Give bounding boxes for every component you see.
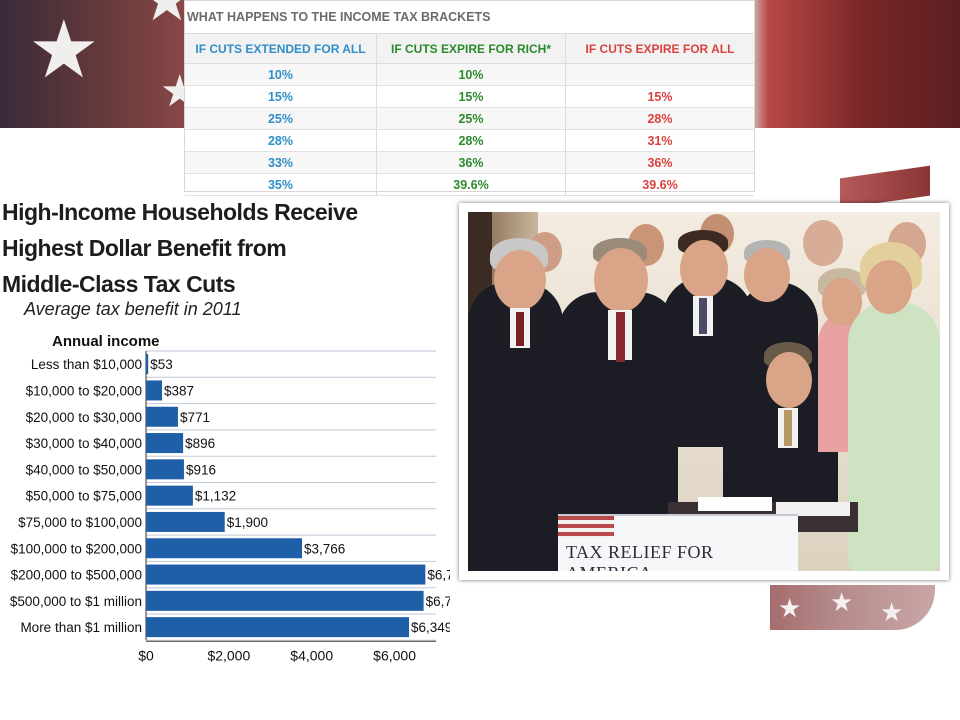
table-cell: 15% xyxy=(647,89,673,104)
x-tick-label: $0 xyxy=(138,647,154,663)
table-row: 15% 15% 15% xyxy=(185,86,754,108)
tax-table-header: IF CUTS EXTENDED FOR ALL IF CUTS EXPIRE … xyxy=(185,33,754,64)
data-label: $6,349 xyxy=(411,620,450,635)
table-cell: 33% xyxy=(267,155,294,170)
bar xyxy=(146,511,225,532)
table-row: 28% 28% 31% xyxy=(185,130,754,152)
column-header-extended-all: IF CUTS EXTENDED FOR ALL xyxy=(195,41,366,56)
table-cell: 10% xyxy=(267,67,294,82)
column-header-expire-rich: IF CUTS EXPIRE FOR RICH* xyxy=(376,34,566,63)
data-label: $6,701 xyxy=(426,594,450,609)
chart-subtitle: Average tax benefit in 2011 xyxy=(24,299,242,319)
category-label: $10,000 to $20,000 xyxy=(26,383,142,398)
star-icon: ★ xyxy=(778,593,802,623)
star-icon: ★ xyxy=(830,587,854,617)
table-cell: 28% xyxy=(647,111,673,126)
table-cell: 15% xyxy=(376,86,566,107)
table-row: 33% 36% 36% xyxy=(185,152,754,174)
data-label: $6,743 xyxy=(427,568,450,583)
flag-curl-decoration: ★ ★ ★ xyxy=(770,585,935,630)
bar xyxy=(146,433,184,454)
table-cell: 25% xyxy=(376,108,566,129)
bar xyxy=(146,564,426,585)
tax-relief-sign: TAX RELIEF FOR AMERICA xyxy=(558,514,798,571)
table-row: 25% 25% 28% xyxy=(185,108,754,130)
data-label: $1,900 xyxy=(227,515,268,530)
table-row: 35% 39.6% 39.6% xyxy=(185,174,754,196)
bar xyxy=(146,406,178,427)
category-label: More than $1 million xyxy=(20,620,142,635)
data-label: $896 xyxy=(185,436,215,451)
table-cell: 28% xyxy=(267,133,294,148)
table-cell: 39.6% xyxy=(642,177,678,192)
x-tick-label: $6,000 xyxy=(373,647,416,663)
bar xyxy=(146,617,410,638)
star-icon: ★ xyxy=(28,5,100,94)
table-row: 10% 10% xyxy=(185,64,754,86)
data-label: $916 xyxy=(186,462,216,477)
bar-chart: Less than $10,000 $53 $10,000 to $20,000 $3… xyxy=(10,350,450,663)
table-cell: 39.6% xyxy=(376,174,566,195)
table-cell: 10% xyxy=(376,64,566,85)
category-label: $40,000 to $50,000 xyxy=(26,462,142,477)
chart-title-line: High-Income Households Receive xyxy=(2,199,358,225)
category-label: $500,000 to $1 million xyxy=(10,594,142,609)
flag-wave-decoration xyxy=(840,165,930,209)
flag-stripes-decoration xyxy=(558,516,614,538)
category-label: $20,000 to $30,000 xyxy=(26,410,142,425)
table-cell: 15% xyxy=(267,89,294,104)
bar xyxy=(146,538,303,559)
table-cell xyxy=(566,64,754,85)
photo-frame: TAX RELIEF FOR AMERICA xyxy=(459,203,949,580)
sign-text: TAX RELIEF FOR AMERICA xyxy=(566,542,714,571)
table-cell: 35% xyxy=(267,177,294,192)
category-label: $75,000 to $100,000 xyxy=(18,515,142,530)
category-label: $30,000 to $40,000 xyxy=(26,436,142,451)
data-label: $1,132 xyxy=(195,489,236,504)
bar xyxy=(146,380,163,401)
x-tick-label: $4,000 xyxy=(290,647,333,663)
x-tick-label: $2,000 xyxy=(207,647,250,663)
table-cell: 36% xyxy=(376,152,566,173)
chart-title-line: Highest Dollar Benefit from xyxy=(2,235,287,261)
data-label: $387 xyxy=(164,383,194,398)
bar xyxy=(146,459,184,480)
chart-title-line: Middle-Class Tax Cuts xyxy=(2,271,236,297)
table-cell: 36% xyxy=(647,155,673,170)
data-label: $53 xyxy=(150,357,173,372)
data-label: $3,766 xyxy=(304,541,345,556)
category-label: $50,000 to $75,000 xyxy=(26,489,142,504)
table-cell: 25% xyxy=(267,111,294,126)
bar xyxy=(146,485,193,506)
tax-bracket-table: WHAT HAPPENS TO THE INCOME TAX BRACKETS … xyxy=(184,0,755,196)
bar xyxy=(146,354,149,375)
star-icon: ★ xyxy=(880,597,904,627)
category-label: $200,000 to $500,000 xyxy=(11,568,142,583)
category-label: Less than $10,000 xyxy=(31,357,142,372)
table-cell: 28% xyxy=(376,130,566,151)
category-label: $100,000 to $200,000 xyxy=(11,541,142,556)
table-cell: 31% xyxy=(647,133,673,148)
tax-table-title: WHAT HAPPENS TO THE INCOME TAX BRACKETS xyxy=(187,10,491,24)
chart-title: High-Income Households Receive Highest D… xyxy=(2,194,402,302)
column-header-expire-all: IF CUTS EXPIRE FOR ALL xyxy=(585,41,735,56)
chart-axis-header: Annual income xyxy=(52,333,160,350)
bill-signing-photo: TAX RELIEF FOR AMERICA xyxy=(468,212,940,571)
data-label: $771 xyxy=(180,410,210,425)
bar xyxy=(146,590,424,611)
